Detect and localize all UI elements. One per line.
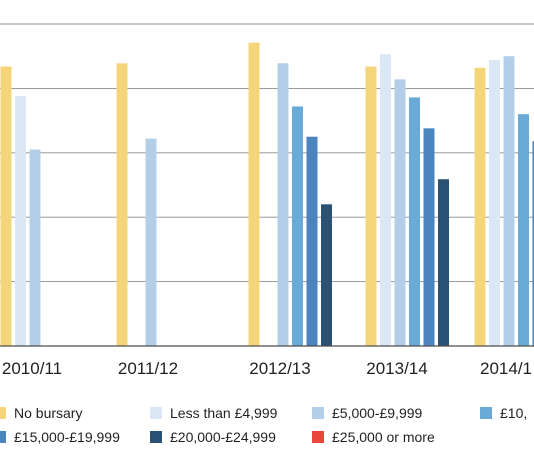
x-tick-label: 2012/13 xyxy=(249,359,310,378)
x-tick-labels: 2010/11 2011/12 2012/13 2013/14 2014/1 xyxy=(2,359,532,378)
legend-swatch xyxy=(150,431,162,443)
bar xyxy=(438,179,449,346)
bar xyxy=(365,66,377,346)
x-tick-label: 2014/1 xyxy=(480,359,532,378)
legend-swatch xyxy=(150,407,162,419)
bar xyxy=(532,141,534,346)
bar xyxy=(0,66,12,346)
bar xyxy=(292,106,303,346)
bar xyxy=(306,136,318,346)
bar xyxy=(423,128,435,346)
bar xyxy=(474,67,486,347)
legend-swatch xyxy=(0,407,6,419)
legend-label: £5,000-£9,999 xyxy=(332,405,423,421)
bar xyxy=(518,114,529,346)
bar xyxy=(394,79,406,346)
x-tick-label: 2013/14 xyxy=(366,359,427,378)
bar xyxy=(503,56,515,346)
x-tick-label: 2010/11 xyxy=(2,359,62,378)
bar xyxy=(489,60,500,347)
legend-swatch xyxy=(312,431,324,443)
bar xyxy=(116,63,128,347)
bar xyxy=(380,54,391,346)
legend-label: Less than £4,999 xyxy=(170,405,278,421)
legend: No bursary Less than £4,999 £5,000-£9,999 £… xyxy=(0,405,527,445)
bar xyxy=(29,149,41,346)
bar xyxy=(277,63,289,347)
bar xyxy=(321,204,332,346)
bar xyxy=(409,97,420,346)
legend-swatch xyxy=(0,431,6,443)
legend-label: £15,000-£19,999 xyxy=(14,429,120,445)
gridlines xyxy=(0,23,534,283)
legend-swatch xyxy=(480,407,492,419)
legend-label: No bursary xyxy=(14,405,82,421)
x-tick-label: 2011/12 xyxy=(118,359,178,378)
legend-label: £25,000 or more xyxy=(332,429,435,445)
bar xyxy=(145,138,157,346)
legend-label: £10, xyxy=(500,405,527,421)
legend-label: £20,000-£24,999 xyxy=(170,429,276,445)
bar xyxy=(15,96,26,347)
bars xyxy=(0,42,534,347)
legend-swatch xyxy=(312,407,324,419)
bar xyxy=(248,42,260,347)
